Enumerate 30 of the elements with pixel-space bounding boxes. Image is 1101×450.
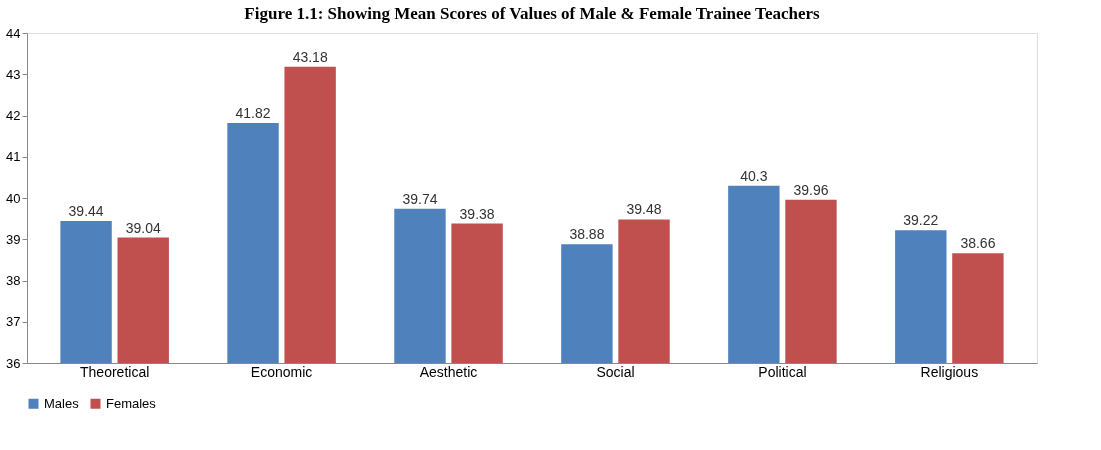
legend-label: Males xyxy=(44,395,80,411)
y-tick-label: 40 xyxy=(6,190,21,206)
x-tick-label: Political xyxy=(758,363,807,380)
data-label: 39.38 xyxy=(459,205,495,222)
data-label: 39.74 xyxy=(402,190,438,207)
data-label: 39.48 xyxy=(626,201,662,218)
data-label: 43.18 xyxy=(292,48,328,65)
data-label: 41.82 xyxy=(235,104,271,121)
y-tick-label: 36 xyxy=(6,355,21,371)
y-tick-label: 39 xyxy=(6,231,21,247)
y-tick-label: 38 xyxy=(6,273,21,288)
y-tick-label: 43 xyxy=(6,66,21,82)
y-tick-label: 41 xyxy=(6,149,21,165)
y-tick-label: 37 xyxy=(6,314,21,330)
x-tick-label: Social xyxy=(596,363,635,380)
x-tick-label: Theoretical xyxy=(80,363,150,380)
y-tick-label: 42 xyxy=(6,108,21,123)
x-tick-label: Economic xyxy=(250,363,313,380)
data-label: 39.04 xyxy=(125,219,161,236)
y-tick-label: 44 xyxy=(6,25,21,41)
data-label: 40.3 xyxy=(740,167,768,184)
data-label: 38.66 xyxy=(960,235,996,252)
x-tick-label: Aesthetic xyxy=(419,363,478,380)
x-tick-label: Religious xyxy=(920,363,979,380)
data-label: 39.96 xyxy=(793,181,829,198)
chart-title: Figure 1.1: Showing Mean Scores of Values of Male & Female Trainee Teachers xyxy=(244,4,821,23)
legend-label: Females xyxy=(106,395,157,411)
data-label: 38.88 xyxy=(569,226,605,243)
data-label: 39.44 xyxy=(68,203,104,220)
data-label: 39.22 xyxy=(903,212,939,229)
